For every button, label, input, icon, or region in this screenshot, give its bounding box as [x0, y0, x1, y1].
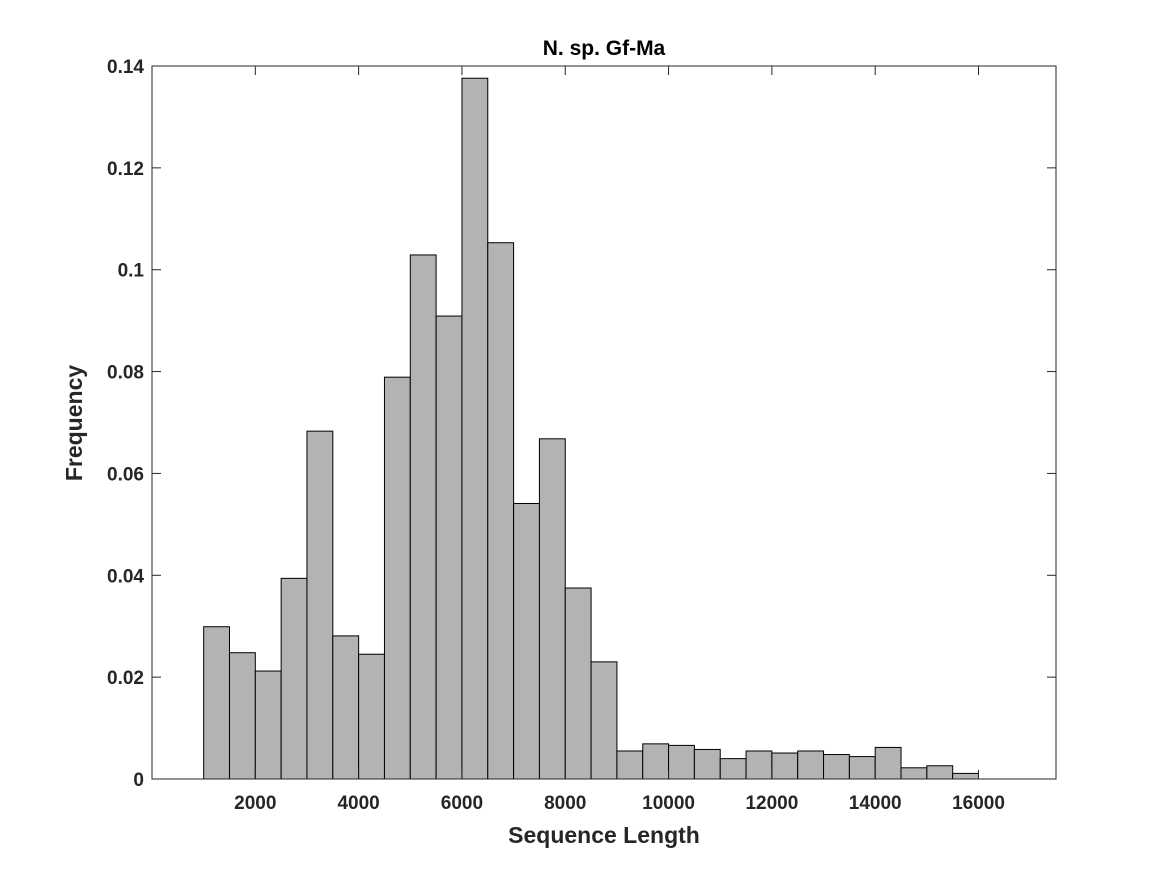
histogram-bar — [461, 77, 489, 780]
y-tick-label: 0.04 — [107, 566, 144, 587]
y-tick-label: 0.08 — [107, 363, 144, 384]
x-tick-labels: 2000 4000 6000 8000 10000 12000 14000 16000 — [234, 793, 1005, 814]
histogram-bar — [564, 587, 592, 780]
histogram-bar — [900, 767, 928, 780]
histogram-bar — [513, 502, 540, 780]
histogram-bars — [203, 77, 980, 780]
x-axis-label: Sequence Length — [508, 822, 700, 848]
y-tick-label: 0 — [133, 770, 144, 791]
x-tick-label: 14000 — [849, 793, 902, 814]
histogram-bar — [590, 661, 618, 780]
y-tick-label: 0.02 — [107, 668, 144, 689]
histogram-bar — [874, 746, 902, 780]
x-tick-label: 4000 — [337, 793, 379, 814]
histogram-bar — [358, 653, 385, 780]
histogram-bar — [616, 750, 644, 780]
plot-frame — [151, 65, 1057, 780]
x-tick-label: 16000 — [952, 793, 1005, 814]
histogram-bar — [306, 430, 334, 780]
histogram-bar — [487, 242, 515, 780]
histogram-bar — [848, 756, 876, 780]
histogram-bar — [332, 635, 360, 780]
y-tick-label: 0.1 — [118, 261, 145, 282]
x-tick-label: 6000 — [441, 793, 483, 814]
histogram-bar — [926, 765, 954, 780]
histogram-bar — [538, 438, 566, 780]
x-tick-label: 8000 — [544, 793, 586, 814]
histogram-bar — [409, 254, 437, 780]
histogram-bar — [203, 626, 230, 780]
x-tick-label: 12000 — [745, 793, 798, 814]
histogram-bar — [668, 744, 695, 780]
x-tick-label: 2000 — [234, 793, 276, 814]
y-tick-labels: 0 0.02 0.04 0.06 0.08 0.1 0.12 0.14 — [107, 57, 144, 791]
histogram-bar — [719, 758, 747, 780]
histogram-bar — [745, 750, 773, 780]
y-tick-label: 0.14 — [107, 57, 144, 78]
y-tick-label: 0.12 — [107, 159, 144, 180]
y-axis-label: Frequency — [61, 365, 87, 482]
y-tick-label: 0.06 — [107, 464, 144, 485]
histogram-bar — [435, 315, 463, 780]
histogram-bar — [771, 752, 799, 780]
chart-title: N. sp. Gf-Ma — [543, 37, 666, 60]
x-tick-label: 10000 — [642, 793, 695, 814]
histogram-bar — [254, 670, 282, 780]
histogram-bar — [823, 754, 850, 780]
histogram-bar — [383, 376, 411, 780]
histogram-bar — [693, 748, 721, 780]
histogram-bar — [280, 577, 308, 780]
histogram-bar — [228, 652, 256, 780]
histogram-bar — [797, 750, 825, 780]
histogram-bar — [952, 772, 980, 780]
histogram-bar — [642, 743, 670, 780]
